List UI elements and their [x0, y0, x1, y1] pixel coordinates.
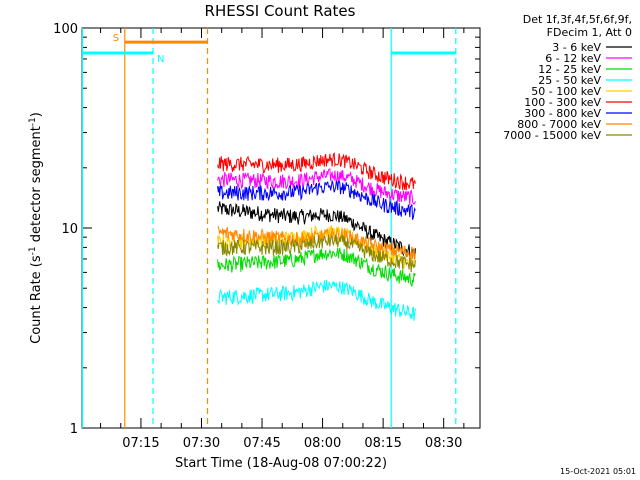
generated-timestamp: 15-Oct-2021 05:01: [560, 467, 636, 476]
legend-header-line-1: Det 1f,3f,4f,5f,6f,9f,: [523, 13, 632, 26]
series-100-300keV: [217, 151, 416, 191]
y-tick-label: 10: [61, 222, 78, 237]
series-300-800keV: [217, 179, 416, 220]
annotation-bars: SN: [82, 33, 456, 65]
annotation-label: S: [113, 33, 119, 44]
y-axis: 1 10 100: [53, 22, 480, 437]
legend-label: 3 - 6 keV: [552, 41, 601, 54]
legend-label: 25 - 50 keV: [538, 74, 601, 87]
chart-title: RHESSI Count Rates: [205, 2, 356, 20]
plot-frame: [81, 27, 481, 429]
legend-label: 50 - 100 keV: [531, 85, 601, 98]
legend: Det 1f,3f,4f,5f,6f,9f, FDecim 1, Att 0 3…: [503, 13, 632, 142]
series-800-7000keV: [217, 226, 416, 261]
legend-label: 6 - 12 keV: [545, 52, 601, 65]
annotation-label: N: [157, 54, 164, 65]
x-tick-label: 07:45: [243, 436, 280, 451]
series-25-50keV: [217, 279, 416, 321]
y-axis-label: Count Rate (s-1 detector segment-1): [28, 112, 44, 344]
legend-label: 100 - 300 keV: [524, 96, 601, 109]
series-12-25keV: [217, 247, 416, 287]
x-axis-label: Start Time (18-Aug-08 07:00:22): [175, 456, 387, 471]
legend-label: 12 - 25 keV: [538, 63, 601, 76]
x-tick-label: 07:15: [122, 436, 159, 451]
x-tick-label: 07:30: [183, 436, 220, 451]
legend-header-line-2: FDecim 1, Att 0: [547, 26, 632, 39]
series-6-12keV: [217, 168, 416, 206]
x-axis: 07:15 07:30 07:45 08:00 08:15 08:30: [100, 28, 465, 451]
time-markers: [81, 28, 457, 428]
y-tick-label: 100: [53, 22, 78, 37]
x-tick-label: 08:30: [425, 436, 462, 451]
x-tick-label: 08:15: [364, 436, 401, 451]
series-7000-15000keV: [217, 233, 416, 273]
legend-label: 800 - 7000 keV: [517, 118, 601, 131]
legend-label: 7000 - 15000 keV: [503, 129, 601, 142]
x-tick-label: 08:00: [304, 436, 341, 451]
y-tick-label: 1: [70, 422, 78, 437]
legend-label: 300 - 800 keV: [524, 107, 601, 120]
series-lines: [217, 151, 416, 321]
series-3-6keV: [217, 201, 416, 259]
